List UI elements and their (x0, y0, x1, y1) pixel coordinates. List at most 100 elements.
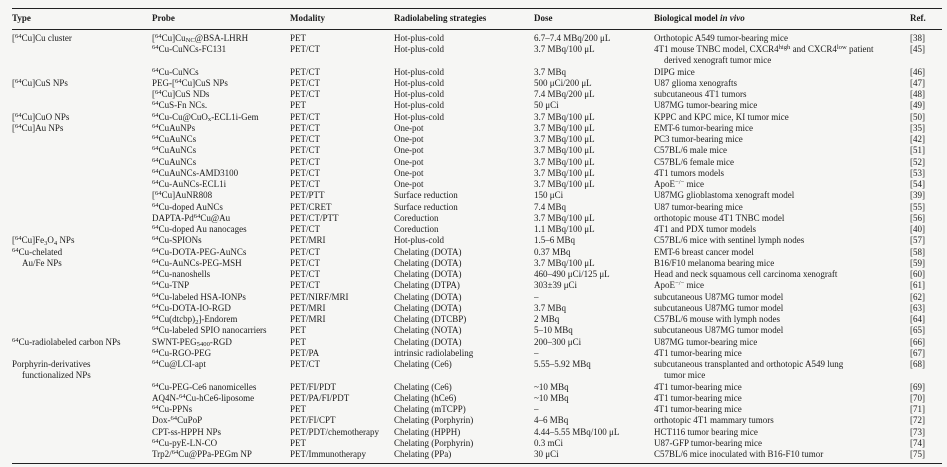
table-row: [64Cu]Cu cluster [64Cu]CuNC@BSA-LHRH PET Ho… (12, 30, 942, 44)
cell-model: KPPC and KPC mice, KI tumor mice (654, 111, 789, 122)
cell-modality: PET/CT (290, 44, 321, 54)
cell-model: 4T1 tumor-bearing mice (654, 381, 742, 392)
cell-model: EMT-6 tumor-bearing mice (654, 122, 753, 133)
cell-type (12, 325, 152, 336)
cell-ref: [46] (910, 66, 925, 77)
table-header-row: Type Probe Modality Radiolabeling strategie… (12, 8, 942, 31)
cell-modality: PET/CT (290, 246, 321, 257)
cell-model: PC3 tumor-bearing mice (654, 134, 743, 144)
cell-dose: 3.7 MBq/100 μL (534, 145, 595, 156)
cell-model: 4T1 tumors models (654, 167, 724, 178)
table-row: [64Cu]CuS NPs PEG-[64Cu]CuS NPs PET/CT Hot-… (12, 78, 942, 89)
table-row: 64Cu-labeled HSA-IONPs PET/NIRF/MRI Chelat… (12, 292, 942, 303)
table-row: [64Cu]Au NPs 64CuAuNPs PET/CT One-pot 3.7 MB… (12, 123, 942, 134)
cell-dose: 3.7 MBq/100 μL (534, 111, 595, 122)
cell-probe: 64CuAuNCs (152, 134, 197, 144)
table-row: Porphyrin-derivatives functionalized NPs 6… (12, 359, 942, 382)
column-header-model: Biological model in vivo (654, 8, 910, 31)
cell-modality: PET/CT (290, 269, 321, 279)
cell-model: Head and neck squamous cell carcinoma xe… (654, 269, 838, 279)
cell-modality: PET/CT (290, 145, 321, 156)
cell-probe: 64Cu-CuNCs-FC131 (152, 44, 227, 54)
cell-ref: [55] (910, 201, 925, 212)
cell-probe: SWNT-PEG5400-RGD (152, 336, 232, 348)
cell-type (12, 303, 152, 314)
cell-strategy: Chelating (DTPA) (394, 280, 460, 291)
cell-strategy: One-pot (394, 122, 424, 133)
cell-modality: PET/CT (290, 359, 321, 369)
cell-ref: [53] (910, 167, 925, 178)
cell-modality: PET/Immunotherapy (290, 449, 366, 459)
table-row: [64Cu]CuO NPs 64Cu-Cu@CuOx-ECL1i-Gem PET/C… (12, 112, 942, 123)
cell-modality: PET (290, 404, 307, 414)
table-row: [64Cu]AuNR808 PET/PTT Surface reduction 150… (12, 190, 942, 201)
cell-dose: 3.7 MBq/100 μL (534, 179, 595, 189)
cell-strategy: Surface reduction (394, 201, 458, 212)
cell-strategy: Chelating (Ce6) (394, 381, 452, 392)
cell-type (12, 224, 152, 235)
cell-ref: [52] (910, 156, 925, 167)
cell-ref: [70] (910, 392, 925, 403)
cell-dose: 3.7 MBq (534, 302, 567, 313)
cell-strategy: Chelating (DOTA) (394, 246, 462, 257)
cell-dose: 3.7 MBq/100 μL (534, 212, 595, 223)
cell-modality: PET/CT (290, 89, 321, 99)
cell-ref: [42] (910, 134, 925, 144)
cell-probe: 64Cu-labeled HSA-IONPs (152, 291, 246, 302)
cell-probe: 64Cu-labeled SPIO nanocarriers (152, 325, 267, 336)
cell-model: 4T1 tumor-bearing mice (654, 404, 742, 414)
table-row: 64CuS-Fn NCs. PET Hot-plus-cold 50 μCi U87MG… (12, 100, 942, 111)
cell-probe: 64CuAuNCs (152, 145, 197, 156)
cell-probe: 64Cu@LCI-apt (152, 359, 206, 369)
cell-type (12, 382, 152, 393)
cell-ref: [71] (910, 404, 925, 414)
table-row: 64Cu-PPNs PET Chelating (mTCPP) – 4T1 tumor-… (12, 404, 942, 415)
cell-type (12, 280, 152, 291)
cell-dose: 4–6 MBq (534, 415, 569, 426)
cell-type (12, 269, 152, 280)
column-header-dose: Dose (534, 8, 654, 31)
cell-probe: 64CuAuNPs (152, 122, 196, 133)
cell-dose: 5.55–5.92 MBq (534, 359, 591, 369)
cell-dose: 460–490 μCi/125 μL (534, 269, 610, 279)
cell-modality: PET/CT/PTT (290, 212, 339, 223)
cell-strategy: Hot-plus-cold (394, 32, 444, 43)
cell-model: orthotopic mouse 4T1 TNBC model (654, 212, 785, 223)
cell-ref: [61] (910, 280, 925, 291)
cell-ref: [65] (910, 325, 925, 336)
cell-model: C57BL/6 mice with sentinel lymph nodes (654, 235, 805, 246)
cell-model: subcutaneous U87MG tumor model (654, 291, 784, 302)
cell-modality: PET (290, 325, 307, 336)
cell-ref: [72] (910, 415, 925, 426)
cell-model: B16/F10 melanoma bearing mice (654, 257, 775, 268)
cell-dose: 3.7 MBq (534, 66, 567, 77)
cell-modality: PET/MRI (290, 235, 326, 246)
cell-type: [64Cu]Cu cluster (12, 32, 72, 43)
cell-modality: PET/PA (290, 347, 320, 358)
cell-dose: – (534, 404, 539, 414)
cell-probe: 64Cu-pyE-LN-CO (152, 437, 218, 448)
cell-dose: 1.5–6 MBq (534, 235, 576, 246)
cell-dose: 30 μCi (534, 449, 559, 459)
table-row: 64Cu-DOTA-IO-RGD PET/MRI Chelating (DOTA) 3… (12, 303, 942, 314)
table-row: AQ4N-64Cu-hCe6-liposome PET/PA/FI/PDT Chel… (12, 393, 942, 404)
cell-type (12, 157, 152, 168)
cell-type: [64Cu]Fe3O4 NPs (12, 235, 75, 247)
cell-type (12, 44, 152, 67)
cell-dose: 2 MBq (534, 314, 560, 324)
cell-type: 64Cu-chelated Au/Fe NPs (12, 246, 63, 268)
cell-model: subcutaneous transplanted and orthotopic… (654, 359, 844, 381)
cell-probe: 64Cu-doped Au nanocages (152, 224, 247, 234)
cell-strategy: Hot-plus-cold (394, 100, 444, 111)
probe-summary-table: Type Probe Modality Radiolabeling strategie… (12, 8, 942, 465)
cell-modality: PET/MRI (290, 302, 326, 313)
cell-type: Porphyrin-derivatives functionalized NPs (12, 359, 91, 381)
cell-probe: Dox-64CuPoP (152, 415, 203, 426)
cell-dose: 3.7 MBq/100 μL (534, 257, 595, 268)
cell-dose: 3.7 MBq/100 μL (534, 134, 595, 144)
cell-dose: 3.7 MBq/100 μL (534, 44, 595, 54)
cell-ref: [59] (910, 257, 925, 268)
cell-strategy: One-pot (394, 145, 424, 156)
cell-model: C57BL/6 female mice (654, 156, 734, 167)
cell-probe: 64Cu-nanoshells (152, 269, 211, 279)
